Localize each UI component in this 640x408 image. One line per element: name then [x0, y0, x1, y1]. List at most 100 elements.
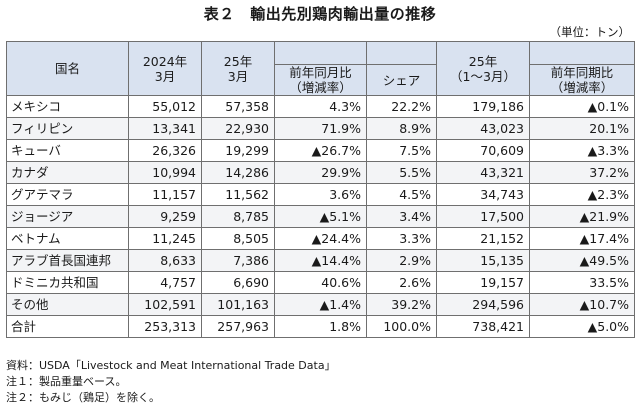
value-cell-yoy: ▲24.4%: [274, 227, 367, 250]
value-cell-yoy: ▲1.4%: [274, 293, 367, 316]
value-cell-v2025-03: 8,785: [201, 205, 275, 228]
value-cell-q1: 43,321: [436, 161, 530, 184]
value-cell-period-yoy: ▲3.3%: [529, 139, 635, 162]
value-cell-v2024-03: 4,757: [128, 271, 202, 294]
value-cell-period-yoy: ▲5.0%: [529, 315, 635, 338]
value-cell-yoy: 40.6%: [274, 271, 367, 294]
value-cell-share: 39.2%: [366, 293, 437, 316]
header-share-filler: [366, 41, 437, 65]
value-cell-share: 3.3%: [366, 227, 437, 250]
source-note: 資料：USDA「Livestock and Meat International…: [6, 359, 336, 372]
value-cell-v2025-03: 257,963: [201, 315, 275, 338]
value-cell-q1: 21,152: [436, 227, 530, 250]
value-cell-q1: 15,135: [436, 249, 530, 272]
value-cell-q1: 738,421: [436, 315, 530, 338]
country-cell: その他: [6, 293, 129, 316]
value-cell-share: 3.4%: [366, 205, 437, 228]
country-cell: メキシコ: [6, 95, 129, 118]
export-table: 国名 2024年 3月 25年 3月 25年 （1～3月） 前年同月比 （増減率…: [6, 41, 635, 338]
value-cell-v2024-03: 10,994: [128, 161, 202, 184]
country-cell: キューバ: [6, 139, 129, 162]
value-cell-v2024-03: 8,633: [128, 249, 202, 272]
value-cell-share: 22.2%: [366, 95, 437, 118]
header-2024-march: 2024年 3月: [128, 41, 202, 96]
value-cell-q1: 19,157: [436, 271, 530, 294]
value-cell-yoy: 71.9%: [274, 117, 367, 140]
value-cell-v2024-03: 253,313: [128, 315, 202, 338]
value-cell-v2024-03: 55,012: [128, 95, 202, 118]
value-cell-q1: 43,023: [436, 117, 530, 140]
header-yoy: 前年同月比 （増減率）: [274, 64, 367, 96]
table-title: 表２ 輸出先別鶏肉輸出量の推移: [203, 5, 437, 23]
notes: 資料：USDA「Livestock and Meat International…: [6, 358, 336, 406]
table-row: その他 102,591 101,163 ▲1.4% 39.2% 294,596 ▲10.7%: [6, 293, 635, 316]
value-cell-share: 2.9%: [366, 249, 437, 272]
country-cell: ジョージア: [6, 205, 129, 228]
value-cell-v2024-03: 11,157: [128, 183, 202, 206]
value-cell-period-yoy: 33.5%: [529, 271, 635, 294]
value-cell-period-yoy: ▲10.7%: [529, 293, 635, 316]
value-cell-q1: 70,609: [436, 139, 530, 162]
value-cell-share: 5.5%: [366, 161, 437, 184]
value-cell-v2025-03: 22,930: [201, 117, 275, 140]
header-yoy-filler: [274, 41, 367, 65]
country-cell: フィリピン: [6, 117, 129, 140]
value-cell-share: 7.5%: [366, 139, 437, 162]
value-cell-period-yoy: 37.2%: [529, 161, 635, 184]
value-cell-v2025-03: 11,562: [201, 183, 275, 206]
value-cell-v2025-03: 6,690: [201, 271, 275, 294]
value-cell-v2024-03: 13,341: [128, 117, 202, 140]
unit-label: （単位：トン）: [549, 25, 631, 39]
header-25-march: 25年 3月: [201, 41, 275, 96]
country-cell: グアテマラ: [6, 183, 129, 206]
value-cell-period-yoy: ▲0.1%: [529, 95, 635, 118]
value-cell-v2025-03: 7,386: [201, 249, 275, 272]
header-share: シェア: [366, 64, 437, 96]
note-1: 注１：製品重量ベース。: [6, 375, 127, 388]
country-cell: アラブ首長国連邦: [6, 249, 129, 272]
value-cell-yoy: 3.6%: [274, 183, 367, 206]
value-cell-v2025-03: 57,358: [201, 95, 275, 118]
table-row: ジョージア 9,259 8,785 ▲5.1% 3.4% 17,500 ▲21.9%: [6, 205, 635, 228]
country-cell: ベトナム: [6, 227, 129, 250]
value-cell-share: 8.9%: [366, 117, 437, 140]
total-row: 合計 253,313 257,963 1.8% 100.0% 738,421 ▲5.0%: [6, 315, 635, 338]
table-row: キューバ 26,326 19,299 ▲26.7% 7.5% 70,609 ▲3.3%: [6, 139, 635, 162]
value-cell-yoy: ▲14.4%: [274, 249, 367, 272]
value-cell-v2024-03: 102,591: [128, 293, 202, 316]
value-cell-yoy: ▲5.1%: [274, 205, 367, 228]
table-row: ドミニカ共和国 4,757 6,690 40.6% 2.6% 19,157 33.5%: [6, 271, 635, 294]
value-cell-v2024-03: 26,326: [128, 139, 202, 162]
value-cell-share: 4.5%: [366, 183, 437, 206]
value-cell-v2025-03: 14,286: [201, 161, 275, 184]
table-body: メキシコ 55,012 57,358 4.3% 22.2% 179,186 ▲0.1% フィリ…: [6, 95, 635, 338]
value-cell-v2024-03: 11,245: [128, 227, 202, 250]
value-cell-yoy: 1.8%: [274, 315, 367, 338]
value-cell-v2025-03: 101,163: [201, 293, 275, 316]
value-cell-yoy: ▲26.7%: [274, 139, 367, 162]
value-cell-v2024-03: 9,259: [128, 205, 202, 228]
value-cell-share: 100.0%: [366, 315, 437, 338]
value-cell-period-yoy: ▲17.4%: [529, 227, 635, 250]
table-row: アラブ首長国連邦 8,633 7,386 ▲14.4% 2.9% 15,135 ▲49.5%: [6, 249, 635, 272]
value-cell-v2025-03: 19,299: [201, 139, 275, 162]
header-country: 国名: [6, 41, 129, 96]
value-cell-q1: 179,186: [436, 95, 530, 118]
value-cell-yoy: 29.9%: [274, 161, 367, 184]
table-row: メキシコ 55,012 57,358 4.3% 22.2% 179,186 ▲0.1%: [6, 95, 635, 118]
value-cell-period-yoy: ▲49.5%: [529, 249, 635, 272]
table-row: グアテマラ 11,157 11,562 3.6% 4.5% 34,743 ▲2.3%: [6, 183, 635, 206]
value-cell-q1: 34,743: [436, 183, 530, 206]
table-row: カナダ 10,994 14,286 29.9% 5.5% 43,321 37.2%: [6, 161, 635, 184]
header-period-yoy-filler: [529, 41, 635, 65]
value-cell-yoy: 4.3%: [274, 95, 367, 118]
header-25-q1: 25年 （1～3月）: [436, 41, 530, 96]
value-cell-q1: 17,500: [436, 205, 530, 228]
table-row: ベトナム 11,245 8,505 ▲24.4% 3.3% 21,152 ▲17.4%: [6, 227, 635, 250]
country-cell: カナダ: [6, 161, 129, 184]
value-cell-period-yoy: ▲2.3%: [529, 183, 635, 206]
value-cell-v2025-03: 8,505: [201, 227, 275, 250]
value-cell-q1: 294,596: [436, 293, 530, 316]
value-cell-period-yoy: 20.1%: [529, 117, 635, 140]
country-cell: ドミニカ共和国: [6, 271, 129, 294]
